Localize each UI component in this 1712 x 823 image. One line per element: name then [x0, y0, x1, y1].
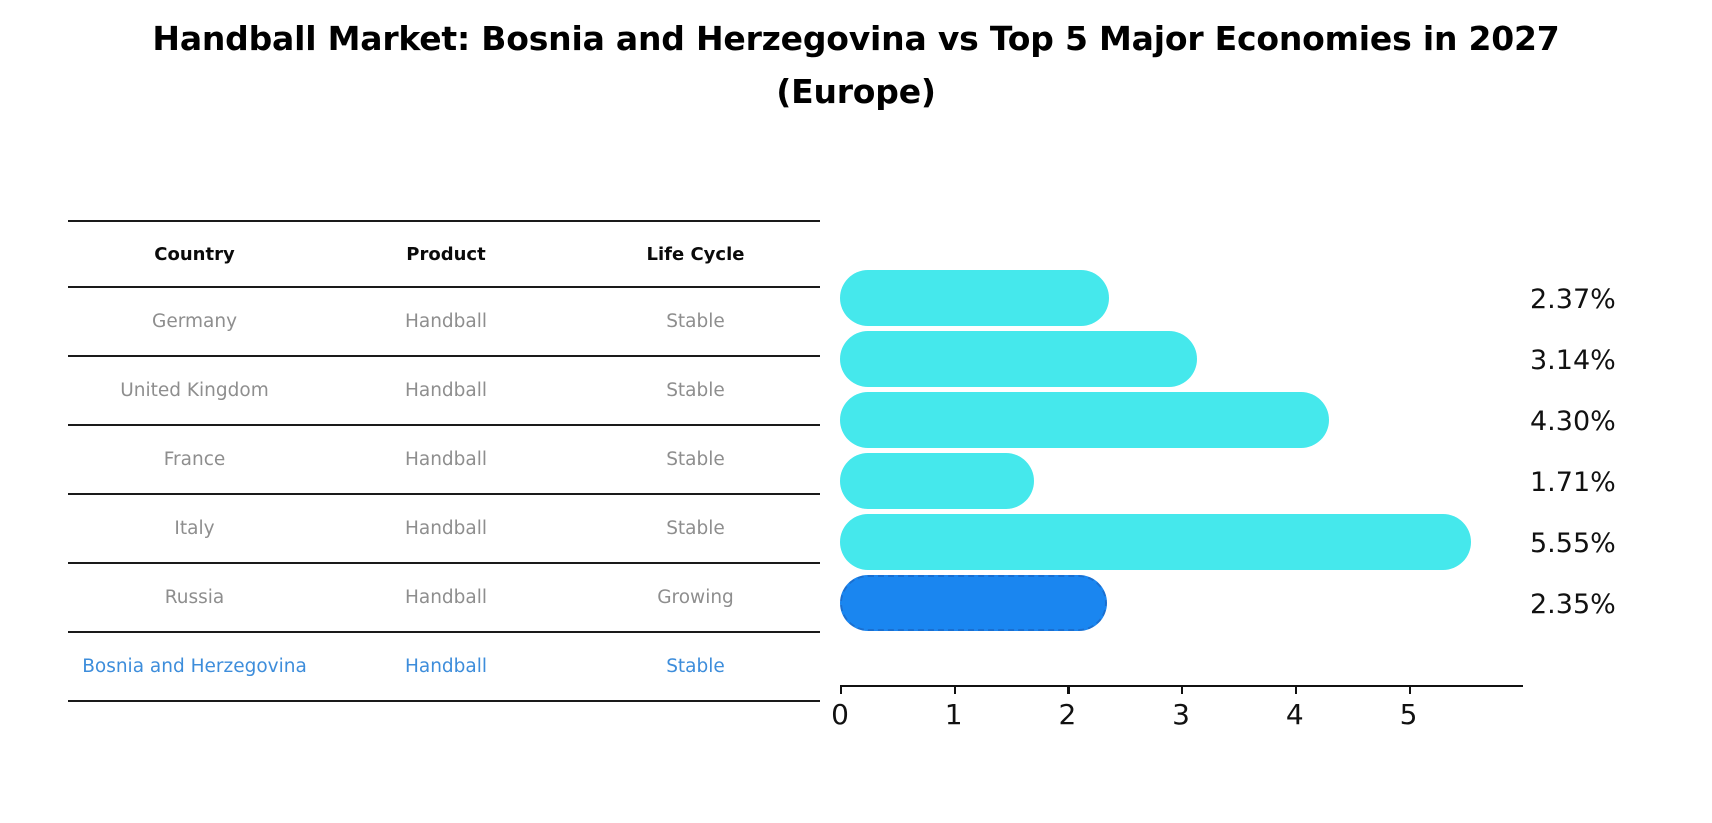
- chart-title-line-1: Handball Market: Bosnia and Herzegovina …: [152, 19, 1560, 58]
- cell-country: Bosnia and Herzegovina: [68, 632, 321, 702]
- cell-lifecycle: Stable: [571, 494, 820, 564]
- cell-country: United Kingdom: [68, 356, 321, 426]
- bar-value-label: 5.55%: [1530, 528, 1616, 559]
- bar-value-label: 1.71%: [1530, 467, 1616, 498]
- table-body: Germany Handball Stable United Kingdom H…: [68, 287, 820, 702]
- x-axis-tick-label: 2: [1058, 698, 1077, 731]
- table-header-row: Country Product Life Cycle: [68, 220, 820, 288]
- x-axis-tick: [1294, 685, 1297, 694]
- x-axis-tick-label: 1: [944, 698, 963, 731]
- column-header-lifecycle: Life Cycle: [571, 220, 820, 288]
- cell-product: Handball: [321, 287, 571, 357]
- x-axis-tick-label: 5: [1399, 698, 1418, 731]
- table-row-highlighted: Bosnia and Herzegovina Handball Stable: [68, 632, 820, 702]
- x-axis-tick: [1067, 685, 1070, 694]
- x-axis-tick-label: 4: [1285, 698, 1304, 731]
- x-axis-tick: [1408, 685, 1411, 694]
- cell-lifecycle: Stable: [571, 356, 820, 426]
- cell-product: Handball: [321, 425, 571, 495]
- cell-lifecycle: Stable: [571, 287, 820, 357]
- bar[interactable]: [840, 270, 1109, 326]
- data-table-panel: Country Product Life Cycle Germany Handb…: [68, 220, 820, 702]
- column-header-country: Country: [68, 220, 321, 288]
- table-row: Italy Handball Stable: [68, 494, 820, 564]
- cell-product: Handball: [321, 356, 571, 426]
- x-axis-tick: [1181, 685, 1184, 694]
- bar-highlighted[interactable]: [840, 575, 1107, 631]
- cell-country: Italy: [68, 494, 321, 564]
- data-table: Country Product Life Cycle Germany Handb…: [68, 220, 820, 702]
- bar-value-label: 2.35%: [1530, 589, 1616, 620]
- table-header: Country Product Life Cycle: [68, 220, 820, 288]
- cell-country: France: [68, 425, 321, 495]
- chart-title-line-2: (Europe): [776, 72, 936, 112]
- chart-title: Handball Market: Bosnia and Herzegovina …: [0, 12, 1712, 119]
- cell-product: Handball: [321, 563, 571, 633]
- bar-value-label: 4.30%: [1530, 406, 1616, 437]
- bar[interactable]: [840, 453, 1034, 509]
- cell-lifecycle: Stable: [571, 632, 820, 702]
- cell-product: Handball: [321, 494, 571, 564]
- bar-value-label: 3.14%: [1530, 345, 1616, 376]
- table-row: Russia Handball Growing: [68, 563, 820, 633]
- x-axis-tick-label: 3: [1172, 698, 1190, 731]
- table-row: United Kingdom Handball Stable: [68, 356, 820, 426]
- x-axis-tick: [953, 685, 956, 694]
- bar[interactable]: [840, 514, 1471, 570]
- bar[interactable]: [840, 392, 1329, 448]
- bar[interactable]: [840, 331, 1197, 387]
- x-axis-tick: [840, 685, 843, 694]
- cell-country: Russia: [68, 563, 321, 633]
- table-row: France Handball Stable: [68, 425, 820, 495]
- cell-country: Germany: [68, 287, 321, 357]
- cell-product: Handball: [321, 632, 571, 702]
- cell-lifecycle: Stable: [571, 425, 820, 495]
- column-header-product: Product: [321, 220, 571, 288]
- table-row: Germany Handball Stable: [68, 287, 820, 357]
- cell-lifecycle: Growing: [571, 563, 820, 633]
- bar-value-label: 2.37%: [1530, 284, 1616, 315]
- x-axis-tick-label: 0: [831, 698, 849, 731]
